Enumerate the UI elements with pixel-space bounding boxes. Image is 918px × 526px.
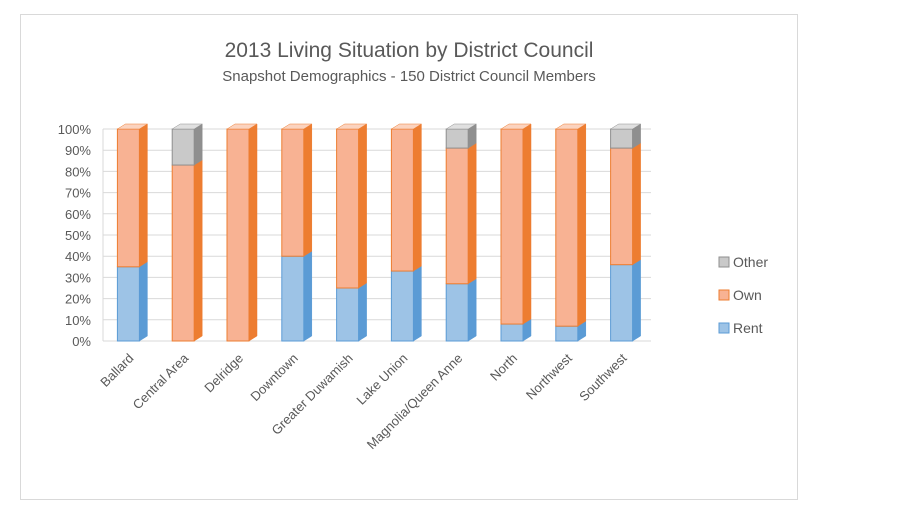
y-tick-label: 0% bbox=[72, 334, 91, 349]
bar-stack bbox=[335, 123, 368, 342]
bar-side-rent bbox=[139, 261, 148, 342]
bar-top bbox=[171, 123, 204, 130]
y-tick-label: 30% bbox=[65, 270, 91, 285]
bar-segment-own bbox=[390, 128, 414, 272]
bar-stack bbox=[554, 123, 587, 342]
bar-side-own bbox=[632, 142, 641, 266]
bar-top bbox=[445, 123, 478, 130]
bar-segment-other bbox=[171, 128, 195, 166]
bar-stack bbox=[226, 123, 258, 342]
bar-top bbox=[500, 123, 532, 130]
y-tick-label: 50% bbox=[65, 228, 91, 243]
bar-side-rent bbox=[632, 259, 641, 342]
y-tick-label: 100% bbox=[58, 122, 92, 137]
x-category-label: North bbox=[487, 351, 520, 384]
bar-top bbox=[609, 123, 642, 130]
bar-segment-own bbox=[336, 128, 360, 289]
x-category-label: Lake Union bbox=[353, 351, 410, 408]
x-category-label: Downtown bbox=[247, 351, 301, 405]
x-category-label: Delridge bbox=[201, 351, 246, 396]
bar-top bbox=[554, 123, 587, 130]
bar-layer bbox=[116, 123, 642, 342]
bar-side-own bbox=[193, 159, 203, 342]
bar-segment-own bbox=[171, 164, 195, 342]
bar-stack bbox=[116, 123, 149, 342]
legend-label-other: Other bbox=[733, 254, 768, 270]
x-category-label: Southwest bbox=[576, 350, 630, 404]
x-category-label: Ballard bbox=[97, 351, 136, 390]
bar-segment-rent bbox=[500, 323, 524, 342]
chart-frame: 2013 Living Situation by District Counci… bbox=[20, 14, 798, 500]
y-tick-label: 20% bbox=[65, 292, 91, 307]
bar-segment-own bbox=[610, 147, 634, 266]
bar-side-other bbox=[193, 123, 203, 166]
y-tick-label: 90% bbox=[65, 143, 91, 158]
bar-top bbox=[226, 123, 258, 130]
y-tick-label: 60% bbox=[65, 207, 91, 222]
bar-side-own bbox=[358, 123, 367, 289]
bar-segment-other bbox=[445, 128, 469, 149]
bar-stack bbox=[500, 123, 532, 342]
bar-top bbox=[335, 123, 368, 130]
bar-segment-own bbox=[116, 128, 140, 268]
bar-segment-own bbox=[226, 128, 250, 342]
bar-stack bbox=[609, 123, 642, 342]
y-tick-label: 40% bbox=[65, 249, 91, 264]
legend-label-rent: Rent bbox=[733, 320, 763, 336]
bar-segment-rent bbox=[281, 255, 305, 342]
bar-segment-own bbox=[500, 128, 524, 325]
legend: Other Own Rent bbox=[718, 254, 768, 336]
bar-stack bbox=[171, 123, 204, 342]
chart-title: 2013 Living Situation by District Counci… bbox=[225, 39, 594, 62]
x-category-label: Central Area bbox=[130, 350, 192, 412]
bar-side-own bbox=[248, 123, 258, 342]
bar-side-rent bbox=[413, 265, 422, 342]
bar-segment-rent bbox=[445, 283, 469, 342]
bar-side-own bbox=[413, 123, 422, 272]
bar-segment-rent bbox=[116, 266, 140, 342]
x-category-label: Magnolia/Queen Anne bbox=[364, 351, 466, 453]
bar-segment-rent bbox=[555, 325, 579, 342]
legend-label-own: Own bbox=[733, 287, 762, 303]
bar-side-own bbox=[139, 123, 148, 268]
y-tick-label: 70% bbox=[65, 186, 91, 201]
bar-segment-own bbox=[281, 128, 305, 257]
bar-side-own bbox=[467, 142, 477, 285]
bar-side-own bbox=[303, 123, 313, 257]
x-category-label: Northwest bbox=[523, 350, 575, 402]
legend-swatch-own bbox=[718, 289, 730, 301]
bar-stack bbox=[445, 123, 478, 342]
bar-side-rent bbox=[303, 250, 313, 342]
bar-segment-rent bbox=[390, 270, 414, 342]
bar-top bbox=[390, 123, 423, 130]
bar-segment-own bbox=[445, 147, 469, 285]
legend-swatch-other bbox=[718, 256, 730, 268]
bar-side-own bbox=[522, 123, 532, 325]
bar-side-own bbox=[577, 123, 587, 327]
chart-subtitle: Snapshot Demographics - 150 District Cou… bbox=[222, 68, 595, 85]
bar-side-rent bbox=[358, 282, 367, 342]
bar-segment-rent bbox=[336, 287, 360, 342]
bar-segment-rent bbox=[610, 264, 634, 342]
chart-svg: 2013 Living Situation by District Counci… bbox=[58, 39, 769, 452]
bar-segment-own bbox=[555, 128, 579, 327]
y-axis-ticks: 0% 10% 20% 30% 40% 50% 60% 70% 80% 90% 100% bbox=[58, 122, 92, 349]
bar-top bbox=[280, 123, 313, 130]
bar-stack bbox=[280, 123, 313, 342]
bar-segment-other bbox=[610, 128, 634, 149]
bar-stack bbox=[390, 123, 423, 342]
bar-side-rent bbox=[467, 278, 477, 342]
legend-swatch-rent bbox=[718, 322, 730, 334]
bar-top bbox=[116, 123, 149, 130]
y-tick-label: 10% bbox=[65, 313, 91, 328]
y-tick-label: 80% bbox=[65, 164, 91, 179]
